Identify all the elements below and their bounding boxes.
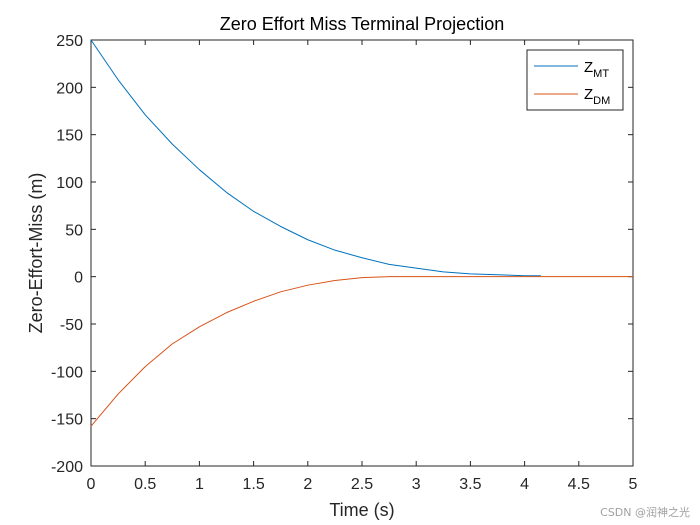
y-tick-label: -50 (60, 317, 83, 334)
y-axis-label: Zero-Effort-Miss (m) (26, 173, 46, 334)
series-lines (90, 39, 633, 427)
x-tick-label: 1.5 (242, 476, 264, 493)
x-tick-label: 0.5 (134, 476, 156, 493)
y-tick-label: -100 (51, 364, 83, 381)
watermark: CSDN @润神之光 (600, 505, 690, 519)
x-axis-label: Time (s) (329, 500, 394, 520)
series-line-z-mt (90, 39, 541, 277)
y-tick-label: -150 (51, 412, 83, 429)
series-line-z-dm (90, 276, 633, 427)
legend-label-z-dm: ZDM (584, 86, 610, 107)
y-tick-label: 100 (56, 175, 83, 192)
y-tick-label: -200 (51, 459, 83, 476)
x-tick-label: 4 (520, 476, 529, 493)
y-tick-label: 200 (56, 80, 83, 97)
y-tick-label: 150 (56, 128, 83, 145)
legend-label-z-mt: ZMT (584, 59, 609, 80)
x-tick-label: 5 (629, 476, 638, 493)
x-tick-label: 4.5 (568, 476, 590, 493)
x-tick-label: 0 (87, 476, 96, 493)
legend-box (526, 49, 624, 111)
x-tick-label: 1 (195, 476, 204, 493)
legend: ZMT ZDM (526, 49, 624, 111)
y-axis-ticks: -200 -150 -100 -50 0 50 100 150 200 250 (51, 33, 633, 476)
x-tick-label: 3.5 (459, 476, 481, 493)
x-tick-label: 3 (412, 476, 421, 493)
x-tick-label: 2 (303, 476, 312, 493)
chart-title: Zero Effort Miss Terminal Projection (220, 14, 504, 34)
x-axis-ticks: 0 0.5 1 1.5 2 2.5 3 3.5 4 4.5 5 (87, 40, 638, 493)
y-tick-label: 50 (65, 222, 83, 239)
plot-area (90, 39, 634, 467)
x-tick-label: 2.5 (351, 476, 373, 493)
y-tick-label: 0 (74, 270, 83, 287)
y-tick-label: 250 (56, 33, 83, 50)
